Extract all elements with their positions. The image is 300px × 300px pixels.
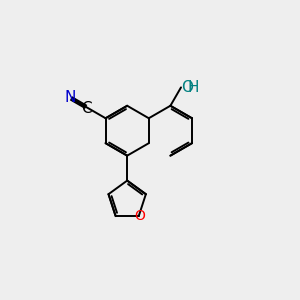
Text: H: H bbox=[187, 80, 199, 95]
Text: O: O bbox=[181, 80, 193, 95]
Text: N: N bbox=[64, 90, 76, 105]
Text: O: O bbox=[134, 209, 145, 223]
Text: C: C bbox=[82, 101, 92, 116]
